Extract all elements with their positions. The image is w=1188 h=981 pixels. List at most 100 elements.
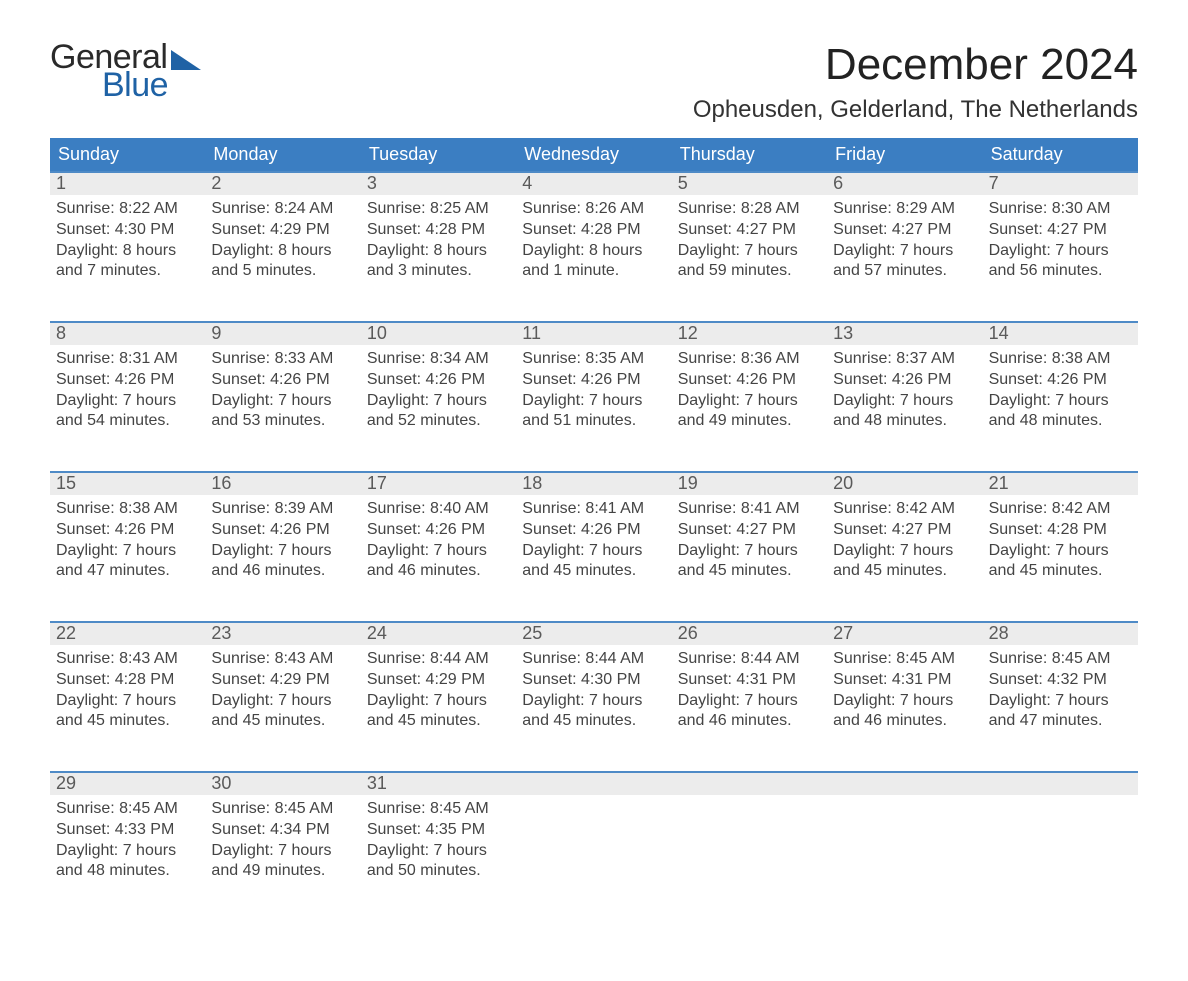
- cell-line: Sunrise: 8:44 AM: [522, 649, 665, 670]
- day-number: [672, 773, 827, 795]
- cell-line: and 49 minutes.: [678, 411, 821, 432]
- cell-line: Sunset: 4:26 PM: [522, 370, 665, 391]
- day-number: 14: [983, 323, 1138, 345]
- cell-line: Daylight: 8 hours: [522, 241, 665, 262]
- cell-line: and 45 minutes.: [522, 711, 665, 732]
- cell-line: Daylight: 7 hours: [522, 691, 665, 712]
- cell-line: Sunrise: 8:44 AM: [367, 649, 510, 670]
- dow-thursday: Thursday: [672, 138, 827, 171]
- cell-line: Daylight: 7 hours: [367, 691, 510, 712]
- cell-line: and 46 minutes.: [211, 561, 354, 582]
- cell-line: and 49 minutes.: [211, 861, 354, 882]
- cell-line: Sunrise: 8:37 AM: [833, 349, 976, 370]
- cell-line: Daylight: 7 hours: [833, 691, 976, 712]
- cell-line: Sunrise: 8:38 AM: [989, 349, 1132, 370]
- calendar: Sunday Monday Tuesday Wednesday Thursday…: [50, 138, 1138, 891]
- cell-line: and 56 minutes.: [989, 261, 1132, 282]
- calendar-cell: Sunrise: 8:33 AMSunset: 4:26 PMDaylight:…: [205, 345, 360, 441]
- day-number: 29: [50, 773, 205, 795]
- cell-line: Daylight: 7 hours: [989, 691, 1132, 712]
- calendar-cell: Sunrise: 8:44 AMSunset: 4:30 PMDaylight:…: [516, 645, 671, 741]
- logo-triangle-icon: [171, 50, 201, 70]
- cell-line: Sunset: 4:26 PM: [367, 370, 510, 391]
- day-number: 22: [50, 623, 205, 645]
- day-number: 25: [516, 623, 671, 645]
- cell-line: Sunrise: 8:42 AM: [989, 499, 1132, 520]
- location-subtitle: Opheusden, Gelderland, The Netherlands: [693, 96, 1138, 124]
- cell-line: Sunset: 4:26 PM: [678, 370, 821, 391]
- cell-line: and 54 minutes.: [56, 411, 199, 432]
- day-number-row: 22232425262728: [50, 623, 1138, 645]
- day-number-row: 891011121314: [50, 323, 1138, 345]
- cell-line: Sunrise: 8:26 AM: [522, 199, 665, 220]
- cell-line: Sunrise: 8:38 AM: [56, 499, 199, 520]
- calendar-week: 15161718192021Sunrise: 8:38 AMSunset: 4:…: [50, 471, 1138, 591]
- calendar-cell: Sunrise: 8:24 AMSunset: 4:29 PMDaylight:…: [205, 195, 360, 291]
- cell-line: Sunrise: 8:31 AM: [56, 349, 199, 370]
- day-number: 21: [983, 473, 1138, 495]
- cell-line: Sunrise: 8:45 AM: [833, 649, 976, 670]
- cell-line: Sunset: 4:26 PM: [522, 520, 665, 541]
- day-number: 7: [983, 173, 1138, 195]
- cell-line: Sunrise: 8:41 AM: [678, 499, 821, 520]
- calendar-cell: [983, 795, 1138, 891]
- calendar-cell: Sunrise: 8:41 AMSunset: 4:27 PMDaylight:…: [672, 495, 827, 591]
- cell-line: Daylight: 7 hours: [989, 541, 1132, 562]
- day-number: 5: [672, 173, 827, 195]
- calendar-cell: Sunrise: 8:26 AMSunset: 4:28 PMDaylight:…: [516, 195, 671, 291]
- cell-line: Daylight: 7 hours: [678, 541, 821, 562]
- cell-line: Daylight: 7 hours: [678, 691, 821, 712]
- cell-line: and 46 minutes.: [367, 561, 510, 582]
- calendar-cell: Sunrise: 8:45 AMSunset: 4:31 PMDaylight:…: [827, 645, 982, 741]
- cell-line: Sunset: 4:32 PM: [989, 670, 1132, 691]
- cell-line: and 5 minutes.: [211, 261, 354, 282]
- dow-friday: Friday: [827, 138, 982, 171]
- day-number: [983, 773, 1138, 795]
- calendar-cell: Sunrise: 8:25 AMSunset: 4:28 PMDaylight:…: [361, 195, 516, 291]
- cell-line: Daylight: 7 hours: [56, 691, 199, 712]
- cell-line: Sunset: 4:34 PM: [211, 820, 354, 841]
- day-number: 27: [827, 623, 982, 645]
- calendar-cell: Sunrise: 8:31 AMSunset: 4:26 PMDaylight:…: [50, 345, 205, 441]
- cell-line: Sunset: 4:33 PM: [56, 820, 199, 841]
- calendar-cell: Sunrise: 8:41 AMSunset: 4:26 PMDaylight:…: [516, 495, 671, 591]
- calendar-week: 293031Sunrise: 8:45 AMSunset: 4:33 PMDay…: [50, 771, 1138, 891]
- calendar-cell: Sunrise: 8:36 AMSunset: 4:26 PMDaylight:…: [672, 345, 827, 441]
- cell-line: Sunrise: 8:43 AM: [56, 649, 199, 670]
- cell-line: and 52 minutes.: [367, 411, 510, 432]
- cell-line: and 1 minute.: [522, 261, 665, 282]
- day-number: 4: [516, 173, 671, 195]
- day-number: [516, 773, 671, 795]
- calendar-cell: Sunrise: 8:45 AMSunset: 4:34 PMDaylight:…: [205, 795, 360, 891]
- cell-line: Sunrise: 8:40 AM: [367, 499, 510, 520]
- day-number: [827, 773, 982, 795]
- cell-line: Daylight: 7 hours: [833, 241, 976, 262]
- day-number-row: 293031: [50, 773, 1138, 795]
- cell-line: Sunset: 4:26 PM: [367, 520, 510, 541]
- cell-line: Daylight: 8 hours: [56, 241, 199, 262]
- cell-line: Daylight: 7 hours: [833, 541, 976, 562]
- cell-line: Sunset: 4:30 PM: [56, 220, 199, 241]
- calendar-cell: Sunrise: 8:45 AMSunset: 4:35 PMDaylight:…: [361, 795, 516, 891]
- calendar-week: 1234567Sunrise: 8:22 AMSunset: 4:30 PMDa…: [50, 171, 1138, 291]
- cell-line: Sunrise: 8:43 AM: [211, 649, 354, 670]
- cell-line: Sunrise: 8:45 AM: [367, 799, 510, 820]
- cell-line: and 48 minutes.: [989, 411, 1132, 432]
- cell-line: Sunset: 4:29 PM: [211, 220, 354, 241]
- cell-line: Daylight: 7 hours: [678, 241, 821, 262]
- calendar-week: 891011121314Sunrise: 8:31 AMSunset: 4:26…: [50, 321, 1138, 441]
- cell-line: Sunset: 4:26 PM: [833, 370, 976, 391]
- day-number: 30: [205, 773, 360, 795]
- cell-line: Sunrise: 8:28 AM: [678, 199, 821, 220]
- cell-line: Sunset: 4:28 PM: [989, 520, 1132, 541]
- cell-line: Sunset: 4:28 PM: [522, 220, 665, 241]
- cell-line: and 53 minutes.: [211, 411, 354, 432]
- header: General Blue December 2024 Opheusden, Ge…: [50, 40, 1138, 124]
- cell-line: Sunset: 4:30 PM: [522, 670, 665, 691]
- cell-line: Daylight: 7 hours: [211, 541, 354, 562]
- cell-line: Daylight: 7 hours: [56, 841, 199, 862]
- calendar-cell: Sunrise: 8:45 AMSunset: 4:33 PMDaylight:…: [50, 795, 205, 891]
- cell-line: Sunrise: 8:29 AM: [833, 199, 976, 220]
- cell-line: Sunset: 4:27 PM: [833, 520, 976, 541]
- calendar-cell: Sunrise: 8:38 AMSunset: 4:26 PMDaylight:…: [983, 345, 1138, 441]
